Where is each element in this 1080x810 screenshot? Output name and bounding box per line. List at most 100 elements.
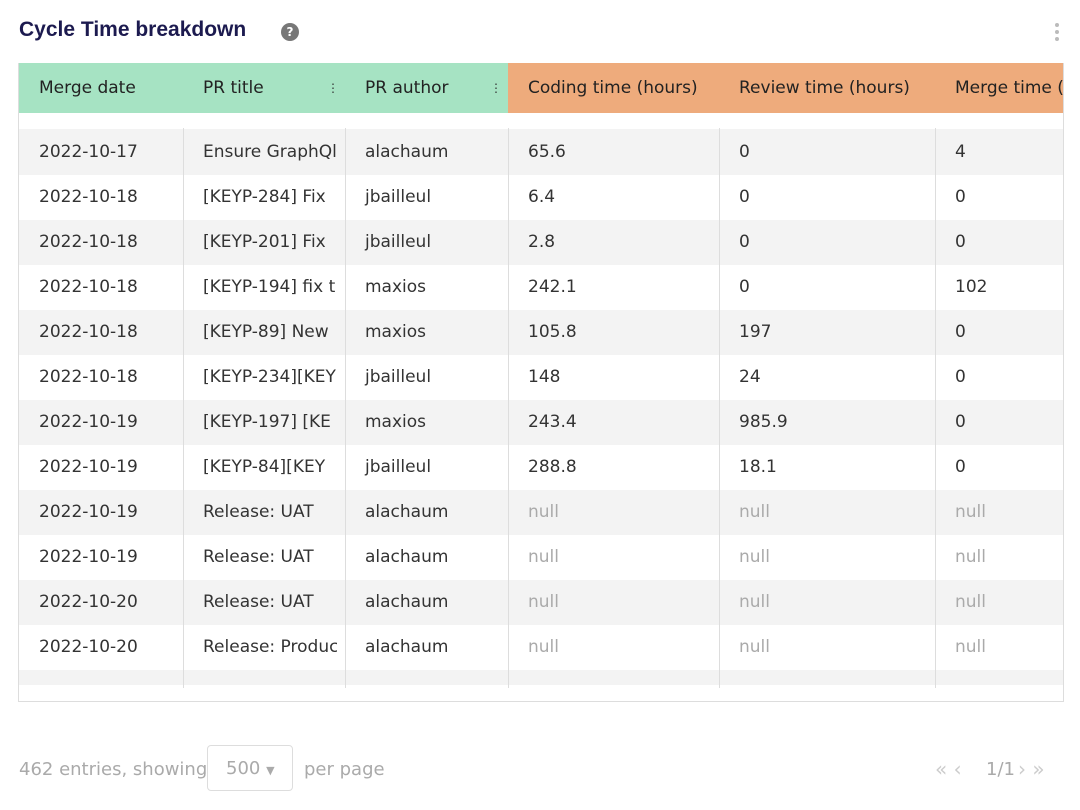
- table-cell: 197: [739, 322, 772, 342]
- column-header[interactable]: Merge date: [19, 63, 183, 113]
- table-cell: Ensure GraphQl: [203, 142, 337, 162]
- table-cell: 242.1: [528, 277, 577, 297]
- table-cell: 2022-10-20: [39, 637, 138, 657]
- table-cell: 2022-10-17: [39, 142, 138, 162]
- column-divider: [719, 128, 720, 688]
- table-cell: 65.6: [528, 142, 566, 162]
- widget-title: Cycle Time breakdown: [19, 18, 247, 41]
- table-cell: alachaum: [365, 637, 449, 657]
- table-row: 2022-10-20 Release: Produc alachaum null nul…: [19, 625, 1063, 670]
- table-cell: jbailleul: [365, 187, 432, 207]
- table-cell: [KEYP-89] New: [203, 322, 329, 342]
- table-cell: alachaum: [365, 547, 449, 567]
- table-cell: 18.1: [739, 457, 777, 477]
- table-cell: null: [955, 592, 986, 612]
- table-row: 2022-10-18 [KEYP-89] New maxios 105.8 197 0: [19, 310, 1063, 355]
- row-partial: [19, 670, 1063, 685]
- table-cell: maxios: [365, 277, 427, 297]
- table-cell: 0: [955, 457, 966, 477]
- first-prev[interactable]: « ‹: [935, 757, 962, 781]
- table-cell: [KEYP-201] Fix: [203, 232, 326, 252]
- table-cell: [KEYP-284] Fix: [203, 187, 326, 207]
- table-cell: jbailleul: [365, 367, 432, 387]
- table-cell: null: [739, 592, 770, 612]
- table-cell: 2022-10-18: [39, 367, 138, 387]
- table-cell: 0: [739, 232, 750, 252]
- table-row: 2022-10-19 Release: UAT alachaum null null nu…: [19, 535, 1063, 580]
- column-divider: [183, 128, 184, 688]
- table-cell: 0: [955, 322, 966, 342]
- table-cell: jbailleul: [365, 457, 432, 477]
- help-icon[interactable]: ?: [281, 23, 299, 41]
- table-cell: null: [739, 547, 770, 567]
- table-cell: 6.4: [528, 187, 556, 207]
- table-cell: null: [739, 502, 770, 522]
- table-row: 2022-10-17 Ensure GraphQl alachaum 65.6 0 4: [19, 130, 1063, 175]
- table-cell: Release: Produc: [203, 637, 337, 657]
- table-row: 2022-10-19 Release: UAT alachaum null null nu…: [19, 490, 1063, 535]
- column-header[interactable]: Coding time (hours): [508, 63, 719, 113]
- table-cell: Release: UAT: [203, 547, 314, 567]
- column-header[interactable]: Review time (hours): [719, 63, 935, 113]
- table-cell: 2022-10-18: [39, 187, 138, 207]
- entries-text: 462 entries, showing: [19, 759, 208, 780]
- table-cell: 2022-10-20: [39, 592, 138, 612]
- table-cell: null: [955, 502, 986, 522]
- table-row: 2022-10-18 [KEYP-284] Fix jbailleul 6.4 0 0: [19, 175, 1063, 220]
- per-page-text: per page: [304, 759, 385, 780]
- table-cell: 0: [955, 187, 966, 207]
- table-cell: maxios: [365, 412, 427, 432]
- table-cell: null: [955, 547, 986, 567]
- table-cell: Release: UAT: [203, 592, 314, 612]
- table-cell: 243.4: [528, 412, 577, 432]
- column-divider: [345, 128, 346, 688]
- table-row: 2022-10-18 [KEYP-194] fix t maxios 242.1 0 10…: [19, 265, 1063, 310]
- table-cell: 0: [955, 232, 966, 252]
- table-cell: 0: [739, 187, 750, 207]
- table-cell: 2022-10-18: [39, 322, 138, 342]
- column-header[interactable]: Merge time (: [935, 63, 1063, 113]
- page-size: 500: [226, 758, 261, 779]
- table-cell: null: [955, 637, 986, 657]
- page-size-select[interactable]: 500 ▼: [207, 745, 293, 791]
- table-cell: null: [528, 592, 559, 612]
- table-cell: 2022-10-18: [39, 232, 138, 252]
- table-cell: null: [528, 637, 559, 657]
- table-cell: 2.8: [528, 232, 556, 252]
- table-cell: [KEYP-197] [KE: [203, 412, 331, 432]
- table-cell: [KEYP-194] fix t: [203, 277, 336, 297]
- table-cell: 2022-10-19: [39, 502, 138, 522]
- table-cell: 4: [955, 142, 966, 162]
- table-cell: 102: [955, 277, 988, 297]
- table-cell: 288.8: [528, 457, 577, 477]
- table-row: 2022-10-19 [KEYP-197] [KE maxios 243.4 985.9…: [19, 400, 1063, 445]
- table-cell: alachaum: [365, 592, 449, 612]
- table-row: 2022-10-20 Release: UAT alachaum null null nu…: [19, 580, 1063, 625]
- table-cell: null: [739, 637, 770, 657]
- column-divider: [508, 128, 509, 688]
- table-cell: 148: [528, 367, 561, 387]
- table-cell: 0: [955, 412, 966, 432]
- column-header[interactable]: PR title: [183, 63, 345, 113]
- table-cell: null: [528, 502, 559, 522]
- table-cell: [KEYP-234][KEY: [203, 367, 336, 387]
- table-cell: alachaum: [365, 142, 449, 162]
- column-handle: ⋮: [327, 81, 339, 95]
- table-cell: 0: [739, 142, 750, 162]
- table-cell: 0: [739, 277, 750, 297]
- table-cell: [KEYP-84][KEY: [203, 457, 326, 477]
- table-cell: 985.9: [739, 412, 788, 432]
- table-cell: 0: [955, 367, 966, 387]
- menu-icon[interactable]: [1055, 23, 1059, 44]
- column-divider: [935, 128, 936, 688]
- table: Merge date PR title ⋮ PR author ⋮ Coding time…: [18, 63, 1064, 702]
- column-header[interactable]: PR author: [345, 63, 508, 113]
- table-cell: 2022-10-19: [39, 412, 138, 432]
- table-cell: 105.8: [528, 322, 577, 342]
- table-row: 2022-10-18 [KEYP-201] Fix jbailleul 2.8 0 0: [19, 220, 1063, 265]
- table-cell: 2022-10-19: [39, 457, 138, 477]
- next-last[interactable]: › »: [1018, 757, 1045, 781]
- table-cell: jbailleul: [365, 232, 432, 252]
- table-row: 2022-10-18 [KEYP-234][KEY jbailleul 148 24 0: [19, 355, 1063, 400]
